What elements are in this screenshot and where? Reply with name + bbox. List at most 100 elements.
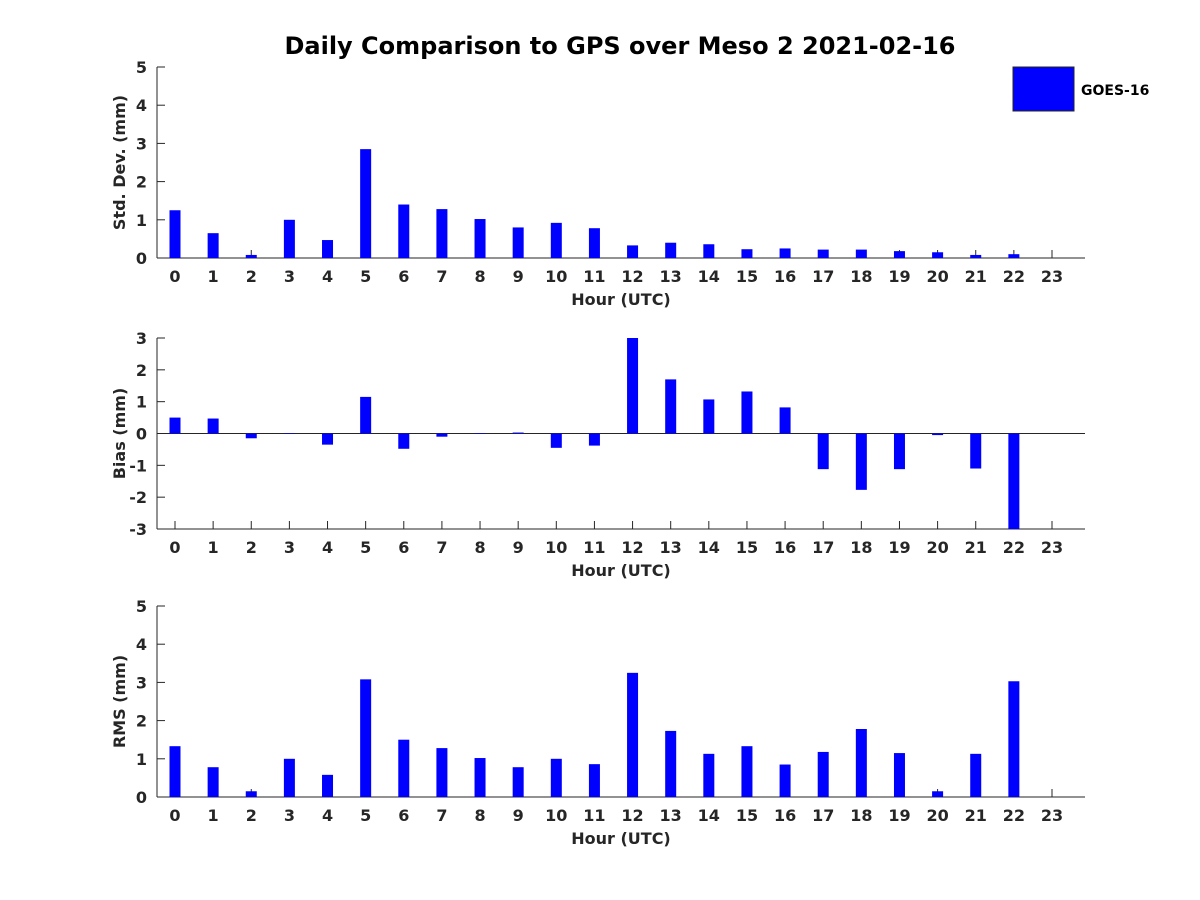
stddev-bar [169, 210, 181, 258]
rms-xtick-label: 0 [169, 806, 180, 825]
rms-xtick-label: 15 [736, 806, 758, 825]
stddev-ylabel: Std. Dev. (mm) [110, 95, 129, 230]
rms-bar [474, 758, 486, 797]
stddev-xtick-label: 13 [660, 267, 682, 286]
chart-title: Daily Comparison to GPS over Meso 2 2021… [284, 32, 955, 60]
rms-bar [207, 767, 219, 797]
stddev-xtick-label: 20 [926, 267, 948, 286]
stddev-bar [436, 209, 448, 258]
stddev-xtick-label: 10 [545, 267, 567, 286]
rms-bar [436, 748, 448, 797]
stddev-xtick-label: 21 [965, 267, 987, 286]
stddev-xtick-label: 19 [888, 267, 910, 286]
bias-xtick-label: 17 [812, 538, 834, 557]
bias-bar [855, 433, 867, 490]
stddev-xtick-label: 15 [736, 267, 758, 286]
bias-bar [169, 417, 181, 434]
rms-xtick-label: 13 [660, 806, 682, 825]
rms-xtick-label: 23 [1041, 806, 1063, 825]
bias-bar [207, 418, 219, 434]
bias-xtick-label: 0 [169, 538, 180, 557]
rms-ytick-label: 5 [136, 597, 147, 616]
rms-xtick-label: 11 [583, 806, 605, 825]
rms-xtick-label: 8 [474, 806, 485, 825]
rms-xtick-label: 22 [1003, 806, 1025, 825]
rms-ylabel: RMS (mm) [110, 655, 129, 748]
rms-bar [932, 791, 944, 797]
stddev-bar [360, 149, 372, 258]
bias-xtick-label: 8 [474, 538, 485, 557]
bias-xtick-label: 18 [850, 538, 872, 557]
rms-xtick-label: 9 [513, 806, 524, 825]
rms-bar [360, 679, 372, 797]
rms-ytick-label: 2 [136, 712, 147, 731]
stddev-ytick-label: 1 [136, 211, 147, 230]
rms-bar [512, 767, 524, 797]
stddev-xtick-label: 5 [360, 267, 371, 286]
stddev-xtick-label: 1 [208, 267, 219, 286]
stddev-xtick-label: 9 [513, 267, 524, 286]
legend: GOES-16 [1012, 66, 1149, 112]
stddev-bar [322, 240, 334, 258]
stddev-xtick-label: 2 [246, 267, 257, 286]
stddev-bar [893, 251, 905, 258]
bias-bar [817, 433, 829, 470]
bias-bar [283, 433, 295, 434]
rms-bar [779, 764, 791, 797]
bias-bar [627, 338, 639, 434]
rms-bar [817, 751, 829, 797]
bias-xtick-label: 11 [583, 538, 605, 557]
bias-xtick-label: 4 [322, 538, 333, 557]
rms-xtick-label: 7 [436, 806, 447, 825]
rms-ytick-label: 3 [136, 673, 147, 692]
stddev-xtick-label: 0 [169, 267, 180, 286]
rms-xtick-label: 20 [926, 806, 948, 825]
bias-bar [550, 433, 562, 448]
stddev-bar [474, 219, 486, 258]
rms-xtick-label: 6 [398, 806, 409, 825]
bias-xtick-label: 20 [926, 538, 948, 557]
bias-ylabel: Bias (mm) [110, 388, 129, 480]
bias-ytick-label: 3 [136, 329, 147, 348]
legend-label: GOES-16 [1081, 83, 1149, 99]
stddev-bar [817, 249, 829, 258]
rms-bar [1008, 681, 1020, 797]
rms-bar [550, 758, 562, 797]
stddev-bar [283, 219, 295, 258]
stddev-bar [779, 248, 791, 258]
stddev-xtick-label: 11 [583, 267, 605, 286]
bias-bar [893, 433, 905, 470]
rms-bar [893, 753, 905, 797]
bias-bar [588, 433, 600, 446]
stddev-bar [741, 249, 753, 258]
stddev-bar [207, 233, 219, 258]
stddev-bar [1008, 254, 1020, 258]
bias-xtick-label: 12 [621, 538, 643, 557]
rms-xtick-label: 12 [621, 806, 643, 825]
stddev-bar [398, 204, 410, 258]
stddev-ytick-label: 3 [136, 134, 147, 153]
stddev-ytick-label: 0 [136, 249, 147, 268]
stddev-bar [703, 244, 715, 258]
rms-xtick-label: 3 [284, 806, 295, 825]
stddev-xtick-label: 8 [474, 267, 485, 286]
stddev-xtick-label: 23 [1041, 267, 1063, 286]
stddev-bar [932, 252, 944, 258]
stddev-bar [512, 227, 524, 258]
bias-bar [398, 433, 410, 449]
bias-ytick-label: 2 [136, 361, 147, 380]
legend-swatch [1012, 66, 1075, 112]
stddev-xtick-label: 7 [436, 267, 447, 286]
rms-bar [283, 758, 295, 797]
bias-xtick-label: 13 [660, 538, 682, 557]
bias-bar [932, 433, 944, 436]
rms-xtick-label: 19 [888, 806, 910, 825]
stddev-xtick-label: 6 [398, 267, 409, 286]
rms-ytick-label: 1 [136, 750, 147, 769]
stddev-xtick-label: 18 [850, 267, 872, 286]
stddev-xtick-label: 17 [812, 267, 834, 286]
rms-xtick-label: 21 [965, 806, 987, 825]
bias-bar [436, 433, 448, 437]
rms-xtick-label: 10 [545, 806, 567, 825]
